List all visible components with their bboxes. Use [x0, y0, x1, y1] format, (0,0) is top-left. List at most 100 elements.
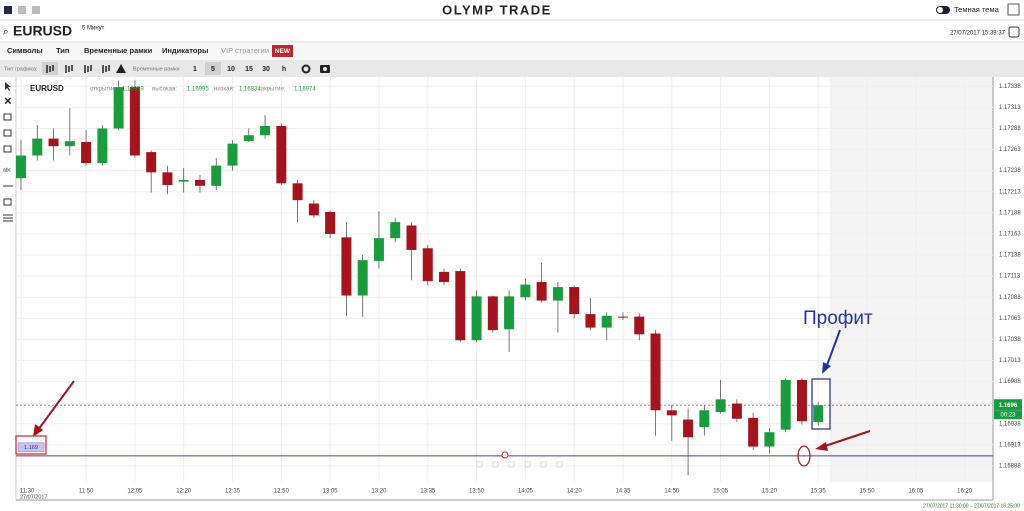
candle-body [731, 403, 742, 419]
x-tick-label: 14:20 [567, 489, 583, 495]
candle-body [520, 284, 531, 298]
y-tick-label: 1.17088 [999, 295, 1021, 301]
camera-lens [323, 67, 327, 71]
y-tick-label: 1.17038 [999, 337, 1021, 343]
candle-body [585, 314, 596, 328]
candle-body [504, 296, 515, 330]
symbol[interactable]: EURUSD [13, 23, 72, 39]
candle-body [260, 125, 271, 136]
x-tick-label: 14:05 [518, 489, 534, 495]
icon[interactable] [18, 6, 26, 14]
timeframe-button[interactable]: 10 [227, 66, 235, 73]
candle-body [373, 238, 384, 261]
y-tick-label: 1.17013 [999, 358, 1021, 364]
candle-body [243, 135, 254, 142]
candle-body [162, 172, 173, 185]
candle-body [308, 203, 319, 216]
menu-item[interactable]: Символы [7, 46, 43, 55]
info-label: высокая: [152, 87, 177, 93]
badge [272, 45, 293, 57]
search-icon[interactable]: ⌕ [3, 27, 9, 38]
info-value: 1.16934 [239, 87, 261, 93]
candle-body [601, 315, 612, 328]
candle-body [634, 316, 645, 335]
svg-text:✕: ✕ [4, 97, 12, 108]
candle-body [552, 287, 563, 301]
candle-body [97, 128, 108, 164]
info-label: низкая: [214, 87, 235, 93]
candle-body [325, 212, 336, 234]
y-tick-label: 1.17338 [999, 84, 1021, 90]
x-tick-label: 13:50 [469, 489, 485, 495]
annotation-arrows [15, 329, 871, 468]
menu-item[interactable]: Временные рамки [84, 46, 153, 55]
candle-body [276, 125, 287, 184]
x-tick-label: 15:05 [713, 489, 729, 495]
clock-icon[interactable] [1008, 26, 1020, 38]
candle-body [81, 141, 92, 164]
y-tick-label: 1.17288 [999, 126, 1021, 132]
chart-type-icons[interactable] [46, 65, 110, 73]
info-label: открытие: [90, 87, 118, 93]
x-tick-label: 11:50 [79, 489, 94, 495]
y-tick-label: 1.17313 [999, 105, 1021, 111]
x-tick-label: 14:50 [664, 489, 680, 495]
level-tag [17, 442, 45, 453]
datetime: 27/07/2017 15:39:37 [950, 31, 1006, 37]
icon[interactable] [32, 6, 40, 14]
timeframe-button[interactable]: h [282, 66, 286, 73]
drawing-tools[interactable]: ✕ abc [3, 82, 13, 222]
y-tick-label: 1.17163 [999, 232, 1021, 238]
icon[interactable] [4, 6, 12, 14]
x-tick-label: 13:20 [371, 489, 387, 495]
candle-body [178, 179, 189, 182]
y-tick-label: 1.16988 [999, 379, 1021, 385]
timeframe-button[interactable]: 15 [245, 66, 253, 73]
timer: 00:23 [1000, 412, 1016, 418]
candle-body [813, 405, 824, 423]
logo: OLYMP TRADE [442, 2, 552, 17]
candle-body [455, 271, 466, 341]
x-tick-label: 12:05 [127, 489, 143, 495]
timeframe-button[interactable]: 30 [262, 66, 270, 73]
candle-body [796, 379, 807, 422]
candle-body [748, 417, 759, 447]
selected-button[interactable] [205, 62, 221, 75]
candle-body [715, 399, 726, 412]
candle-body [569, 287, 580, 315]
timer-tag [994, 410, 1022, 420]
x-tick-label: 15:50 [860, 489, 876, 495]
candle-body [683, 419, 694, 438]
level-value: 1.169 [24, 445, 38, 451]
timeframe: 5 Минут [82, 26, 105, 32]
info-label: закрытие: [258, 87, 286, 93]
timeframe-button[interactable]: 1 [193, 66, 197, 73]
x-tick-label: 16:20 [957, 489, 973, 495]
candle-body [650, 333, 661, 411]
x-tick-label: 14:35 [615, 489, 631, 495]
info-value: 1.16939 [122, 87, 144, 93]
svg-text:abc: abc [3, 167, 12, 173]
menu-item[interactable]: Тип [56, 46, 69, 55]
timeframe-button[interactable]: 5 [211, 66, 215, 73]
theme-label[interactable]: Темная тема [954, 5, 1000, 14]
candle-body [487, 296, 498, 331]
menu-bar [0, 42, 1024, 60]
menu-item[interactable]: VIP стратегии [221, 46, 269, 55]
candle-body [211, 165, 222, 186]
toolbar-label: Временные рамки [133, 66, 180, 72]
candle-body [32, 138, 43, 156]
settings-icon[interactable] [301, 64, 311, 74]
candle-body [129, 87, 140, 156]
y-tick-label: 1.17213 [999, 189, 1021, 195]
icon[interactable] [1007, 3, 1020, 16]
candle-body [227, 143, 238, 166]
x-tick-label: 15:20 [762, 489, 778, 495]
x-tick-label: 13:35 [420, 489, 436, 495]
area-icon[interactable] [116, 64, 126, 73]
plot: 1.17338 1.17313 1.17288 1.17263 1.17238 1.172… [16, 77, 1022, 509]
menu-item[interactable]: Индикаторы [162, 46, 208, 55]
y-tick-label: 1.16913 [999, 442, 1021, 448]
